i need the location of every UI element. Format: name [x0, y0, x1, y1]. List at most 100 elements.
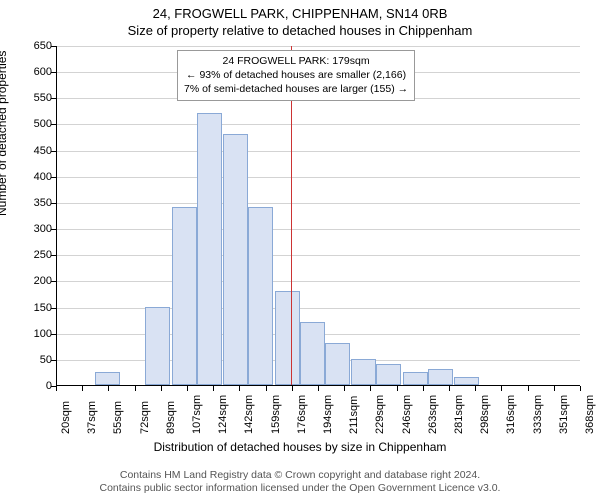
histogram-bar — [223, 134, 248, 385]
x-tick-label: 263sqm — [427, 395, 439, 434]
y-tick-mark — [51, 203, 56, 204]
gridline — [57, 46, 580, 47]
y-tick-label: 600 — [6, 66, 52, 78]
y-tick-label: 350 — [6, 197, 52, 209]
histogram-bar — [325, 343, 350, 385]
y-tick-mark — [51, 46, 56, 47]
y-tick-label: 300 — [6, 223, 52, 235]
y-tick-mark — [51, 124, 56, 125]
histogram-bar — [403, 372, 428, 385]
x-tick-label: 37sqm — [86, 401, 98, 434]
x-tick-label: 211sqm — [348, 396, 360, 434]
histogram-bar — [172, 207, 197, 385]
x-tick-label: 351sqm — [558, 395, 570, 434]
y-tick-label: 250 — [6, 249, 52, 261]
x-tick-label: 246sqm — [401, 395, 413, 434]
gridline — [57, 308, 580, 309]
x-axis-label: Distribution of detached houses by size … — [0, 440, 600, 454]
gridline — [57, 229, 580, 230]
x-tick-mark — [135, 386, 136, 391]
gridline — [57, 151, 580, 152]
histogram-bar — [300, 322, 325, 385]
footer-line1: Contains HM Land Registry data © Crown c… — [0, 469, 600, 483]
page-title-line1: 24, FROGWELL PARK, CHIPPENHAM, SN14 0RB — [0, 6, 600, 21]
y-tick-label: 100 — [6, 328, 52, 340]
footer-line2: Contains public sector information licen… — [0, 482, 600, 496]
x-tick-mark — [187, 386, 188, 391]
y-tick-label: 500 — [6, 118, 52, 130]
annotation-line2: ← 93% of detached houses are smaller (2,… — [184, 68, 408, 82]
x-tick-label: 281sqm — [453, 395, 465, 434]
x-tick-mark — [56, 386, 57, 391]
x-tick-label: 176sqm — [296, 395, 308, 434]
y-tick-mark — [51, 98, 56, 99]
x-tick-label: 229sqm — [374, 395, 386, 434]
y-tick-mark — [51, 308, 56, 309]
x-tick-mark — [82, 386, 83, 391]
x-tick-mark — [108, 386, 109, 391]
x-tick-label: 298sqm — [479, 395, 491, 434]
y-tick-label: 200 — [6, 275, 52, 287]
x-tick-mark — [370, 386, 371, 391]
x-tick-label: 142sqm — [243, 395, 255, 434]
gridline — [57, 255, 580, 256]
gridline — [57, 203, 580, 204]
x-tick-mark — [266, 386, 267, 391]
x-tick-mark — [580, 386, 581, 391]
x-tick-mark — [423, 386, 424, 391]
x-tick-mark — [475, 386, 476, 391]
x-tick-mark — [318, 386, 319, 391]
y-tick-mark — [51, 229, 56, 230]
plot-area: 24 FROGWELL PARK: 179sqm ← 93% of detach… — [56, 46, 580, 386]
x-tick-label: 316sqm — [505, 395, 517, 434]
x-tick-mark — [239, 386, 240, 391]
y-tick-mark — [51, 281, 56, 282]
gridline — [57, 124, 580, 125]
y-tick-mark — [51, 255, 56, 256]
y-tick-mark — [51, 72, 56, 73]
gridline — [57, 281, 580, 282]
x-tick-mark — [397, 386, 398, 391]
histogram-chart: Number of detached properties 24 FROGWEL… — [0, 40, 600, 435]
y-tick-label: 400 — [6, 171, 52, 183]
x-tick-mark — [554, 386, 555, 391]
x-tick-mark — [528, 386, 529, 391]
annotation-line3: 7% of semi-detached houses are larger (1… — [184, 82, 408, 96]
y-tick-label: 650 — [6, 40, 52, 52]
footer-attribution: Contains HM Land Registry data © Crown c… — [0, 469, 600, 496]
x-tick-label: 159sqm — [270, 395, 282, 434]
y-tick-label: 150 — [6, 302, 52, 314]
marker-annotation: 24 FROGWELL PARK: 179sqm ← 93% of detach… — [177, 50, 415, 101]
x-tick-mark — [213, 386, 214, 391]
gridline — [57, 177, 580, 178]
histogram-bar — [248, 207, 273, 385]
x-tick-mark — [449, 386, 450, 391]
y-tick-label: 0 — [6, 380, 52, 392]
x-tick-label: 107sqm — [191, 395, 203, 434]
annotation-line1: 24 FROGWELL PARK: 179sqm — [184, 54, 408, 68]
x-tick-mark — [292, 386, 293, 391]
x-tick-mark — [501, 386, 502, 391]
histogram-bar — [351, 359, 376, 385]
y-tick-mark — [51, 334, 56, 335]
x-tick-mark — [161, 386, 162, 391]
x-tick-label: 194sqm — [322, 395, 334, 434]
y-tick-label: 550 — [6, 92, 52, 104]
y-tick-mark — [51, 151, 56, 152]
histogram-bar — [376, 364, 401, 385]
y-tick-mark — [51, 177, 56, 178]
title-block: 24, FROGWELL PARK, CHIPPENHAM, SN14 0RB … — [0, 0, 600, 38]
x-tick-label: 89sqm — [165, 401, 177, 434]
histogram-bar — [275, 291, 300, 385]
page-title-line2: Size of property relative to detached ho… — [0, 23, 600, 38]
y-tick-label: 450 — [6, 145, 52, 157]
x-tick-label: 55sqm — [112, 401, 124, 434]
x-tick-label: 20sqm — [60, 401, 72, 434]
histogram-bar — [95, 372, 120, 385]
x-tick-label: 333sqm — [532, 395, 544, 434]
y-tick-mark — [51, 360, 56, 361]
y-tick-label: 50 — [6, 354, 52, 366]
histogram-bar — [454, 377, 479, 385]
x-tick-mark — [344, 386, 345, 391]
x-tick-label: 368sqm — [584, 395, 596, 434]
